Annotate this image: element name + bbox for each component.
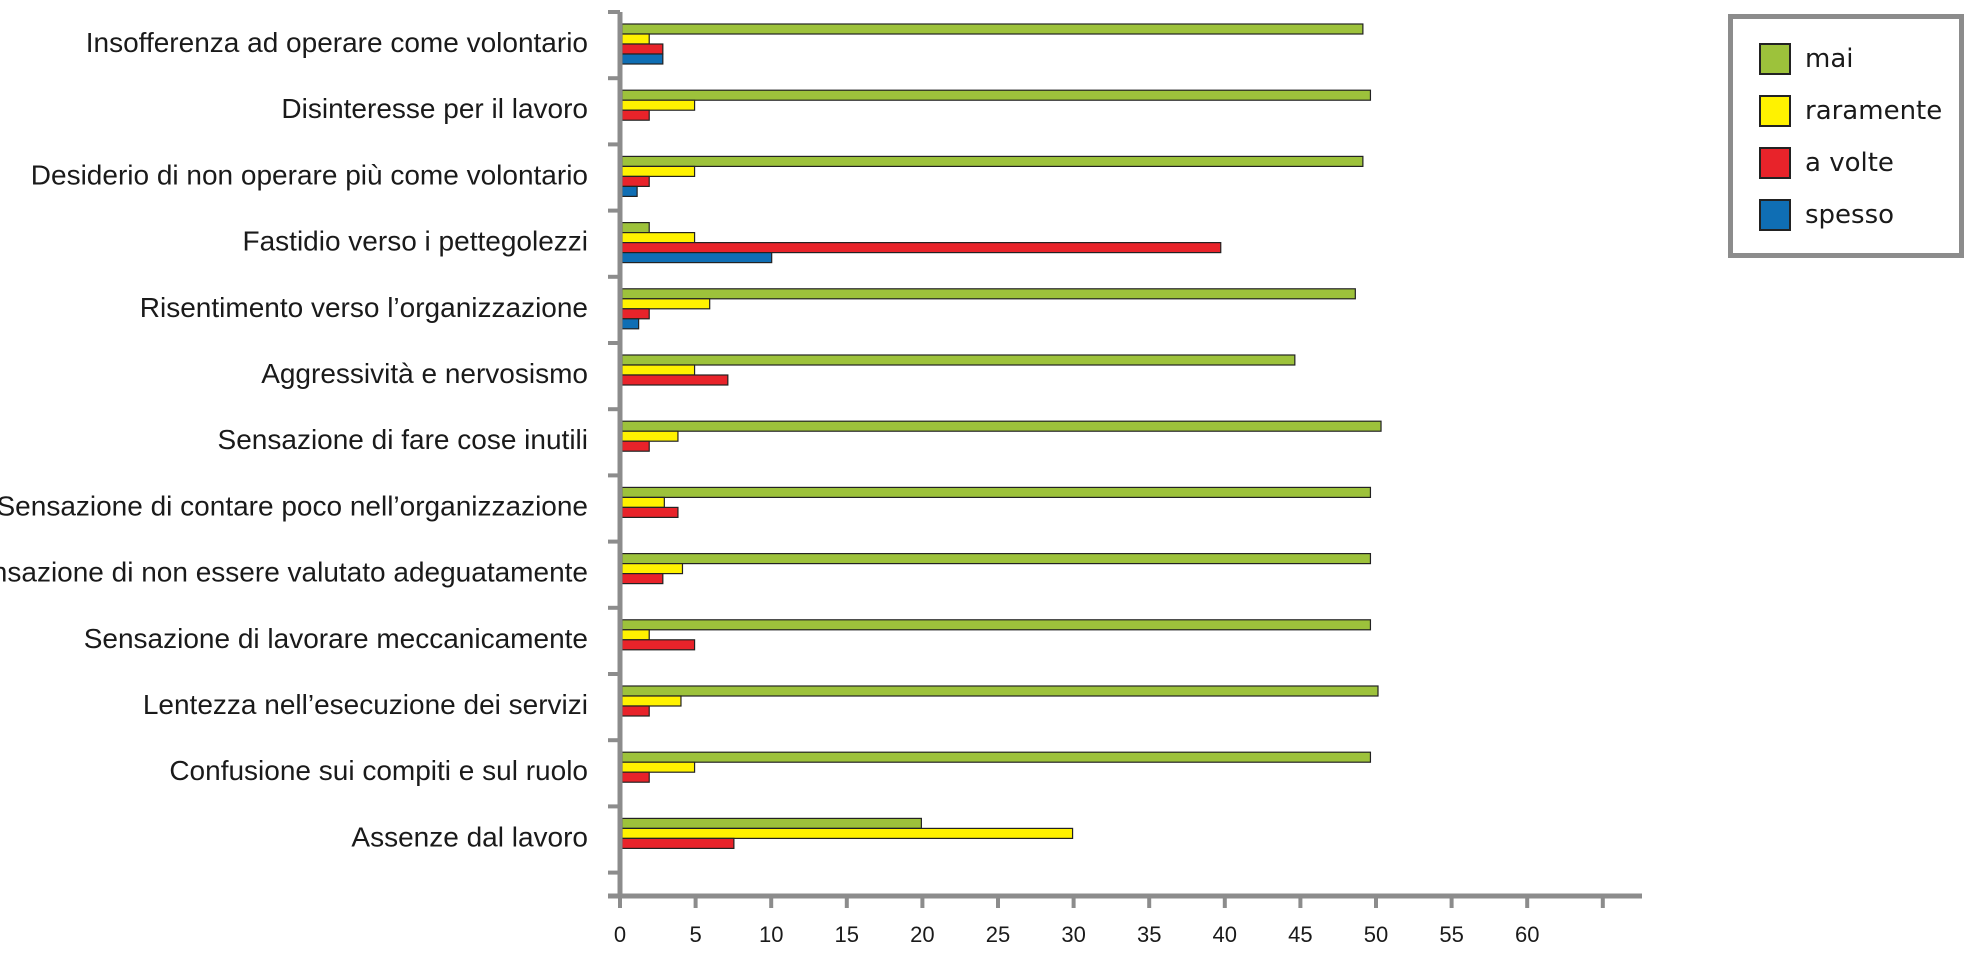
bar-raramente — [621, 562, 684, 575]
bar-mai — [621, 89, 1372, 101]
category-label: Sensazione di fare cose inutili — [218, 424, 588, 455]
x-tick-label: 20 — [910, 922, 934, 947]
bar-a-volte — [621, 374, 729, 386]
bar-spesso — [621, 318, 640, 330]
bar-raramente — [621, 827, 1074, 840]
legend-swatch-spesso — [1759, 199, 1791, 231]
category-label: Desiderio di non operare più come volont… — [31, 159, 588, 190]
category-label: Confusione sui compiti e sul ruolo — [169, 755, 588, 786]
category-labels: Insofferenza ad operare come volontario D… — [0, 27, 588, 852]
bar-raramente — [621, 761, 696, 773]
axes — [608, 10, 1642, 908]
legend-label-spesso: spesso — [1805, 200, 1895, 230]
bar-a-volte — [621, 242, 1222, 254]
category-label: Sensazione di contare poco nell’organizz… — [0, 490, 588, 521]
legend-item-mai: mai — [1759, 41, 1853, 77]
bar-mai — [621, 552, 1372, 565]
legend-swatch-raramente — [1759, 95, 1791, 127]
category-label: Lentezza nell’esecuzione dei servizi — [143, 689, 588, 720]
legend: mai raramente a volte spesso — [1728, 14, 1964, 258]
bar-a-volte — [621, 43, 664, 55]
category-label: Sensazione di non essere valutato adegua… — [0, 557, 588, 588]
bar-spesso — [621, 185, 638, 197]
category-label: Risentimento verso l’organizzazione — [140, 292, 588, 323]
bar-raramente — [621, 364, 696, 376]
bar-mai — [621, 222, 650, 234]
bar-a-volte — [621, 109, 650, 121]
x-tick-label: 40 — [1213, 922, 1237, 947]
legend-item-raramente: raramente — [1759, 93, 1942, 129]
x-tick-label: 5 — [689, 922, 701, 947]
x-tick-label: 30 — [1061, 922, 1085, 947]
category-label: Assenze dal lavoro — [351, 821, 588, 852]
x-tick-label: 0 — [614, 922, 626, 947]
x-tick-label: 55 — [1439, 922, 1463, 947]
category-label: Sensazione di lavorare meccanicamente — [84, 623, 588, 654]
category-label: Fastidio verso i pettegolezzi — [242, 226, 588, 257]
bar-mai — [621, 817, 922, 830]
bar-mai — [621, 486, 1372, 498]
bar-mai — [621, 420, 1382, 432]
bars — [621, 23, 1382, 850]
bar-raramente — [621, 99, 696, 111]
x-tick-label: 25 — [986, 922, 1010, 947]
x-tick-label: 60 — [1515, 922, 1539, 947]
legend-label-raramente: raramente — [1805, 96, 1943, 126]
bar-a-volte — [621, 506, 679, 518]
bar-mai — [621, 751, 1372, 763]
x-tick-label: 35 — [1137, 922, 1161, 947]
bar-a-volte — [621, 440, 650, 452]
legend-label-a-volte: a volte — [1805, 148, 1894, 178]
tick-labels: 0 5 10 15 20 25 30 35 40 45 50 55 60 — [614, 922, 1540, 947]
bar-a-volte — [621, 837, 735, 850]
category-label: Insofferenza ad operare come volontario — [86, 27, 588, 58]
legend-label-mai: mai — [1805, 44, 1854, 74]
bar-raramente — [621, 496, 665, 508]
bar-a-volte — [621, 175, 650, 187]
x-tick-label: 45 — [1288, 922, 1312, 947]
legend-item-a-volte: a volte — [1759, 145, 1894, 181]
category-label: Aggressività e nervosismo — [261, 358, 588, 389]
bar-mai — [621, 23, 1364, 35]
bar-raramente — [621, 695, 682, 707]
bar-raramente — [621, 232, 696, 244]
bar-raramente — [621, 298, 711, 310]
bar-raramente — [621, 629, 650, 641]
bar-spesso — [621, 53, 664, 65]
legend-item-spesso: spesso — [1759, 197, 1894, 233]
x-tick-label: 50 — [1364, 922, 1388, 947]
legend-swatch-mai — [1759, 43, 1791, 75]
bar-spesso — [621, 252, 773, 264]
legend-swatch-a-volte — [1759, 147, 1791, 179]
bar-mai — [621, 354, 1296, 366]
x-tick-label: 15 — [835, 922, 859, 947]
bar-mai — [621, 155, 1364, 167]
bar-raramente — [621, 430, 679, 442]
bar-mai — [621, 288, 1356, 300]
bar-a-volte — [621, 572, 664, 585]
bar-a-volte — [621, 771, 650, 783]
bar-a-volte — [621, 639, 696, 651]
bar-mai — [621, 619, 1372, 631]
bar-raramente — [621, 33, 650, 45]
category-label: Disinteresse per il lavoro — [281, 93, 588, 124]
bar-a-volte — [621, 308, 650, 320]
x-tick-label: 10 — [759, 922, 783, 947]
bar-raramente — [621, 165, 696, 177]
bar-mai — [621, 685, 1379, 697]
bar-a-volte — [621, 705, 650, 717]
